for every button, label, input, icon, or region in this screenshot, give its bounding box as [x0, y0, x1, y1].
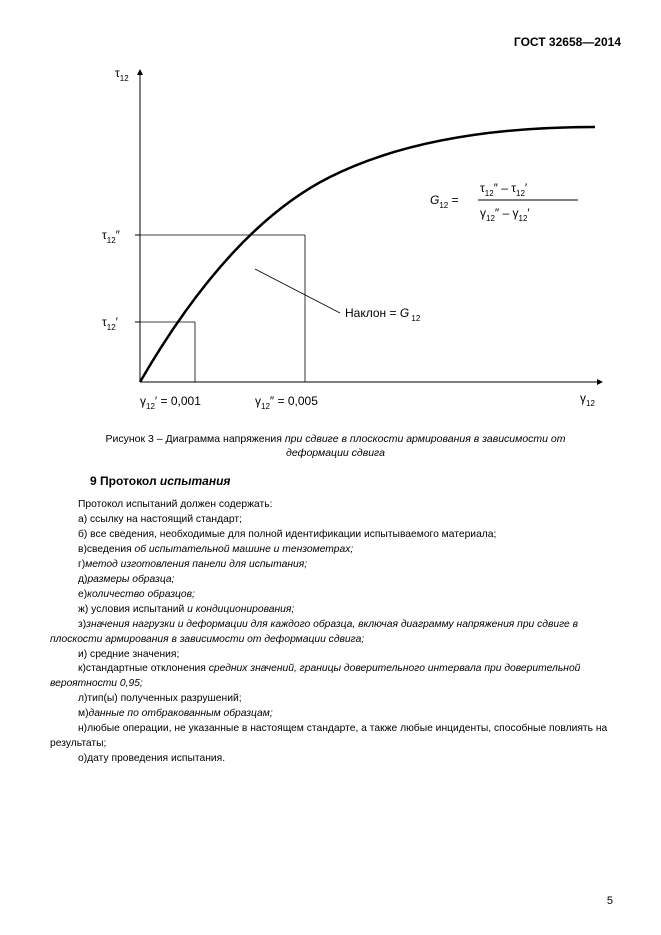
- protocol-o: о)дату проведения испытания.: [50, 752, 621, 767]
- stress-strain-curve: [140, 127, 595, 382]
- figure-caption: Рисунок 3 – Диаграмма напряжения при сдв…: [90, 432, 581, 460]
- svg-text:γ12″ – γ12′: γ12″ – γ12′: [480, 206, 530, 223]
- svg-text:G12 =: G12 =: [430, 193, 459, 210]
- section-9-header: 9 Протокол испытания: [90, 474, 621, 488]
- protocol-body: Протокол испытаний должен содержать: а) …: [50, 498, 621, 767]
- x-axis-label: γ12: [580, 391, 595, 408]
- svg-text:τ12″ – τ12′: τ12″ – τ12′: [480, 181, 528, 198]
- protocol-zh: ж) условия испытаний и кондиционирования…: [50, 603, 621, 618]
- protocol-e: е)количество образцов;: [50, 588, 621, 603]
- protocol-z: з)значения нагрузки и деформации для каж…: [50, 618, 621, 648]
- protocol-i: и) средние значения;: [50, 648, 621, 663]
- protocol-intro: Протокол испытаний должен содержать:: [50, 498, 621, 513]
- slope-label: Наклон = G 12: [345, 306, 421, 323]
- x-tick-gamma-dprime: γ12″ = 0,005: [255, 394, 318, 411]
- y-tick-tau-prime: τ12′: [102, 315, 119, 332]
- protocol-b: б) все сведения, необходимые для полной …: [50, 528, 621, 543]
- protocol-g: г)метод изготовления панели для испытани…: [50, 558, 621, 573]
- protocol-k: к)стандартные отклонения средних значени…: [50, 662, 621, 692]
- standard-code: ГОСТ 32658—2014: [50, 35, 621, 49]
- y-axis-label: τ12: [115, 66, 129, 83]
- x-tick-gamma-prime: γ12′ = 0,001: [140, 394, 201, 411]
- protocol-a: а) ссылку на настоящий стандарт;: [50, 513, 621, 528]
- y-tick-tau-dprime: τ12″: [102, 228, 121, 245]
- protocol-v: в)сведения об испытательной машине и тен…: [50, 543, 621, 558]
- protocol-l: л)тип(ы) полученных разрушений;: [50, 692, 621, 707]
- protocol-n: н)любые операции, не указанные в настоящ…: [50, 722, 621, 752]
- protocol-m: м)данные по отбракованным образцам;: [50, 707, 621, 722]
- formula: G12 = τ12″ – τ12′ γ12″ – γ12′: [430, 181, 578, 223]
- slope-pointer: [255, 269, 340, 313]
- protocol-d: д)размеры образца;: [50, 573, 621, 588]
- page-number: 5: [607, 895, 613, 907]
- figure-3: τ12 τ12″ τ12′ γ12 γ12′ = 0,001 γ12″ = 0,…: [80, 57, 621, 422]
